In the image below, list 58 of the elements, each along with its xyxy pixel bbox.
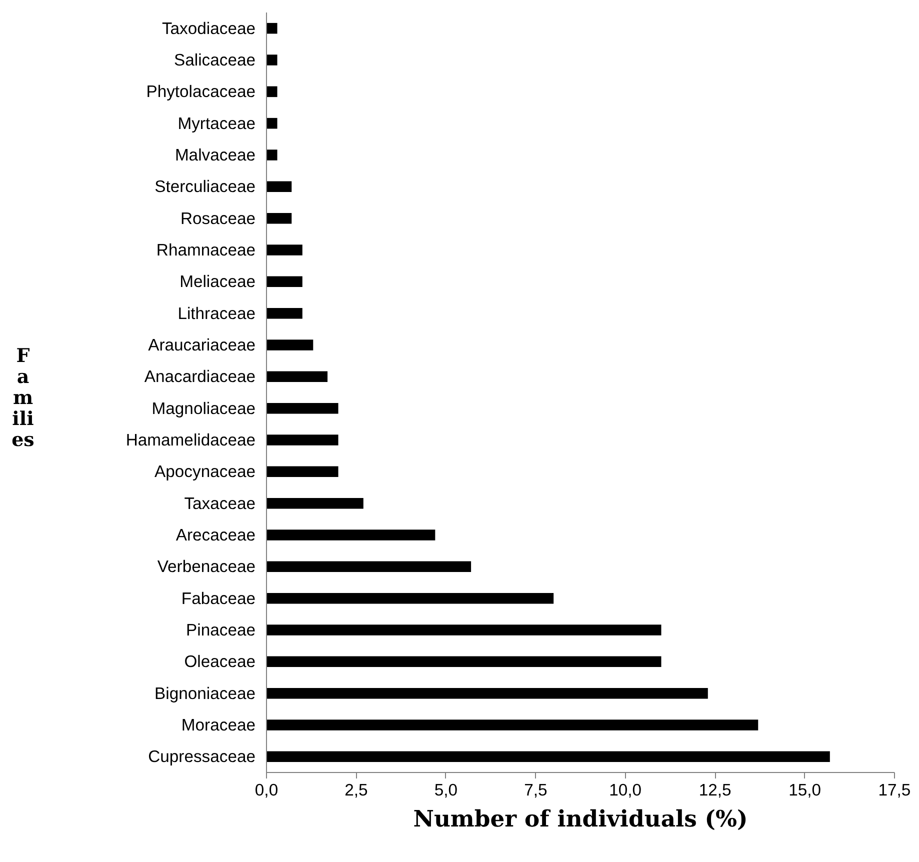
x-tick-label: 10,0: [609, 780, 642, 800]
x-tick-label: 0,0: [254, 780, 278, 800]
y-tick-label: Moraceae: [181, 716, 256, 734]
bar: [266, 624, 662, 636]
x-tick-label: 17,5: [878, 780, 911, 800]
y-tick-label: Rosaceae: [180, 208, 256, 228]
bar: [266, 340, 314, 350]
bar: [266, 86, 278, 98]
bar: [266, 212, 292, 224]
y-tick-label: Magnoliaceae: [152, 398, 256, 418]
bar: [266, 118, 278, 129]
bar: [266, 656, 662, 668]
bar: [266, 276, 302, 288]
x-tick-label: 5,0: [434, 780, 458, 800]
y-tick-label: Meliaceae: [180, 272, 256, 292]
bar: [266, 466, 338, 478]
y-tick-label: Cupressaceae: [148, 747, 256, 766]
bar: [266, 150, 278, 160]
y-tick-label: Sterculiaceae: [154, 177, 256, 196]
bar: [266, 434, 338, 446]
y-tick-label: Taxaceae: [184, 494, 256, 513]
bar: [266, 244, 302, 256]
y-tick-label: Arecaceae: [176, 526, 256, 544]
x-tick-label: 15,0: [788, 780, 821, 800]
bar: [266, 751, 830, 762]
y-axis-title: Families: [11, 345, 35, 451]
x-tick-label: 2,5: [344, 780, 368, 800]
bar: [266, 22, 278, 34]
bar: [266, 561, 472, 572]
y-tick-label: Hamamelidaceae: [126, 430, 256, 450]
bar: [266, 371, 328, 382]
y-tick-label: Lithraceae: [178, 304, 256, 323]
y-tick-label: Verbenaceae: [157, 557, 256, 576]
x-tick-label: 12,5: [698, 780, 732, 800]
y-tick-label: Anacardiaceae: [144, 367, 256, 386]
y-tick-label: Salicaceae: [174, 50, 256, 70]
bar: [266, 498, 364, 509]
y-tick-label: Oleaceae: [184, 652, 256, 672]
bar: [266, 54, 278, 66]
y-tick-label: Fabaceae: [181, 588, 256, 608]
y-tick-label: Phytolacaceae: [146, 82, 256, 102]
y-tick-label: Apocynaceae: [154, 462, 256, 482]
y-tick-label: Bignoniaceae: [154, 684, 256, 703]
y-tick-label: Rhamnaceae: [156, 240, 256, 260]
bar: [266, 181, 292, 192]
bar: [266, 592, 554, 604]
x-tick-label: 7,5: [524, 780, 548, 800]
bar: [266, 720, 758, 730]
y-tick-label: Taxodiaceae: [162, 18, 256, 38]
y-tick-label: Myrtaceae: [178, 114, 256, 133]
bar: [266, 530, 436, 540]
bar: [266, 402, 338, 414]
y-tick-label: Malvaceae: [174, 146, 256, 164]
y-tick-label: Pinaceae: [186, 620, 256, 640]
x-axis-title: Number of individuals (%): [413, 806, 748, 832]
bar: [266, 688, 708, 699]
bar: [266, 308, 302, 319]
y-tick-label: Araucariaceae: [148, 336, 256, 354]
